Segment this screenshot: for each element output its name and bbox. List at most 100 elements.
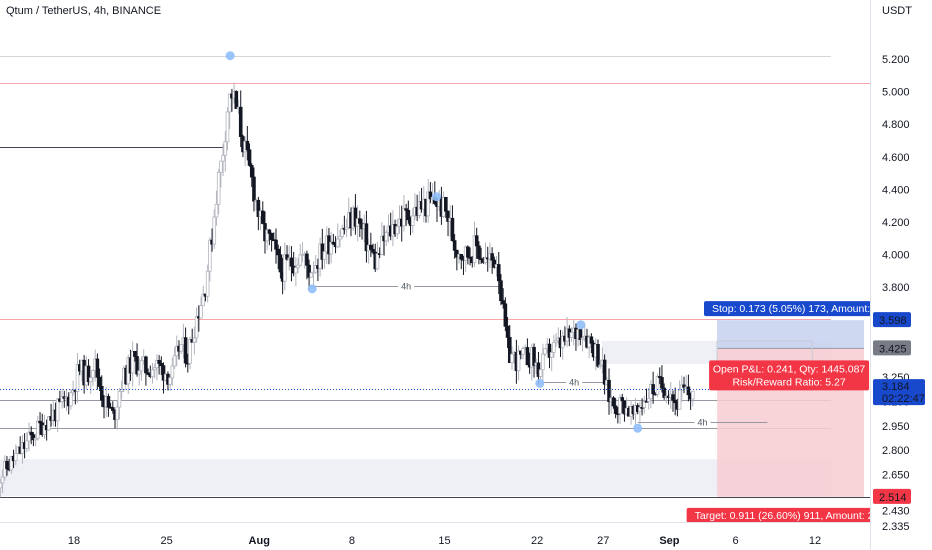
candle-body: [223, 141, 228, 156]
candle-body: [274, 239, 278, 250]
current-price-countdown: 02:22:47: [882, 393, 925, 405]
candle: [402, 195, 406, 232]
candle: [521, 346, 525, 360]
candle-body: [673, 399, 677, 404]
candle: [589, 333, 594, 354]
zone-0: [0, 459, 831, 496]
candle-body: [662, 387, 666, 398]
candle-body: [501, 300, 505, 305]
candle: [55, 397, 60, 432]
candle-body: [214, 203, 219, 218]
pivot-dot-4: [576, 320, 586, 330]
candle: [289, 246, 294, 282]
candle: [31, 432, 36, 447]
candle-body: [219, 160, 223, 173]
candle: [474, 227, 479, 259]
candle-body: [249, 165, 254, 178]
candle-body: [589, 336, 594, 344]
candle: [682, 376, 686, 394]
candle: [245, 126, 250, 161]
candle: [157, 355, 161, 375]
candle: [208, 237, 212, 282]
candle: [5, 456, 9, 476]
y-tick-label-3: 4.600: [882, 152, 910, 164]
candle: [33, 433, 38, 447]
candle-body: [657, 376, 662, 378]
candle-body: [9, 455, 14, 471]
timeframe-label-0: 4h: [401, 282, 411, 292]
candle-body: [95, 358, 100, 378]
candle: [2, 455, 7, 481]
candle-body: [338, 236, 342, 240]
candle-body: [150, 369, 155, 378]
candle-body: [655, 376, 660, 395]
candle-body: [91, 370, 95, 379]
pivot-dot-2: [432, 192, 442, 202]
candle: [309, 271, 314, 278]
pnl-label: Open P&L: 0.241, Qty: 1445.087: [713, 363, 866, 375]
candle-body: [283, 254, 287, 282]
candle: [503, 297, 508, 332]
candle: [188, 336, 192, 370]
candle-body: [307, 264, 311, 278]
candle: [616, 406, 620, 424]
candle: [490, 247, 494, 274]
candle-body: [172, 355, 177, 367]
candle: [267, 228, 272, 246]
x-tick-label-6: 27: [597, 535, 609, 547]
candle: [686, 374, 691, 402]
candle-body: [369, 244, 373, 250]
candle-body: [36, 420, 40, 439]
candle: [170, 357, 175, 386]
candle: [552, 334, 556, 358]
y-tick-label-14: 2.650: [882, 470, 910, 482]
candle-body: [638, 406, 642, 413]
candle-body: [247, 149, 252, 166]
candle: [256, 196, 261, 231]
candle-body: [616, 413, 620, 415]
candle-body: [146, 372, 150, 375]
candle-body: [492, 259, 497, 268]
rr-label: Risk/Reward Ratio: 5.27: [732, 376, 845, 388]
candle: [152, 363, 157, 379]
candle: [97, 368, 102, 391]
candle: [638, 401, 642, 425]
candle-body: [371, 249, 375, 253]
candle: [36, 416, 40, 441]
candle: [660, 365, 664, 393]
candle-body: [115, 406, 120, 421]
candle: [549, 348, 554, 372]
candle-body: [620, 397, 625, 402]
candle: [538, 367, 543, 380]
pivot-dot-0: [225, 51, 235, 61]
candle-body: [477, 245, 481, 260]
candle-body: [25, 440, 29, 449]
candle: [168, 374, 172, 391]
candle: [543, 347, 547, 357]
candle: [150, 362, 155, 384]
candle-body: [335, 238, 340, 248]
y-tick-label-5: 4.200: [882, 217, 910, 229]
candle: [499, 274, 503, 306]
candle-body: [596, 344, 600, 367]
candle: [111, 401, 115, 414]
target-price-badge: 2.514: [879, 492, 907, 504]
candle-body: [410, 215, 415, 226]
candle: [238, 90, 243, 148]
candle-body: [510, 353, 514, 364]
candle-body: [428, 191, 433, 200]
candle-body: [644, 400, 649, 403]
candle-body: [157, 360, 161, 364]
candle-body: [106, 396, 111, 408]
candle: [611, 395, 616, 409]
candle: [516, 345, 521, 381]
candle: [329, 231, 333, 264]
y-tick-label-0: 5.200: [882, 54, 910, 66]
candle: [307, 259, 311, 290]
candle-body: [168, 377, 172, 385]
candle: [221, 143, 225, 177]
candle-body: [446, 210, 450, 222]
candle-body: [499, 280, 503, 302]
candle: [161, 362, 166, 394]
